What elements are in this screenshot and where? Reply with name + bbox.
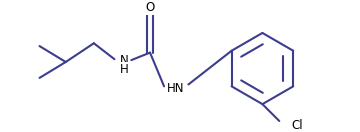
Text: N: N <box>120 54 128 67</box>
Text: HN: HN <box>167 82 184 95</box>
Text: Cl: Cl <box>292 119 303 132</box>
Text: H: H <box>120 63 128 76</box>
Text: O: O <box>145 1 155 14</box>
